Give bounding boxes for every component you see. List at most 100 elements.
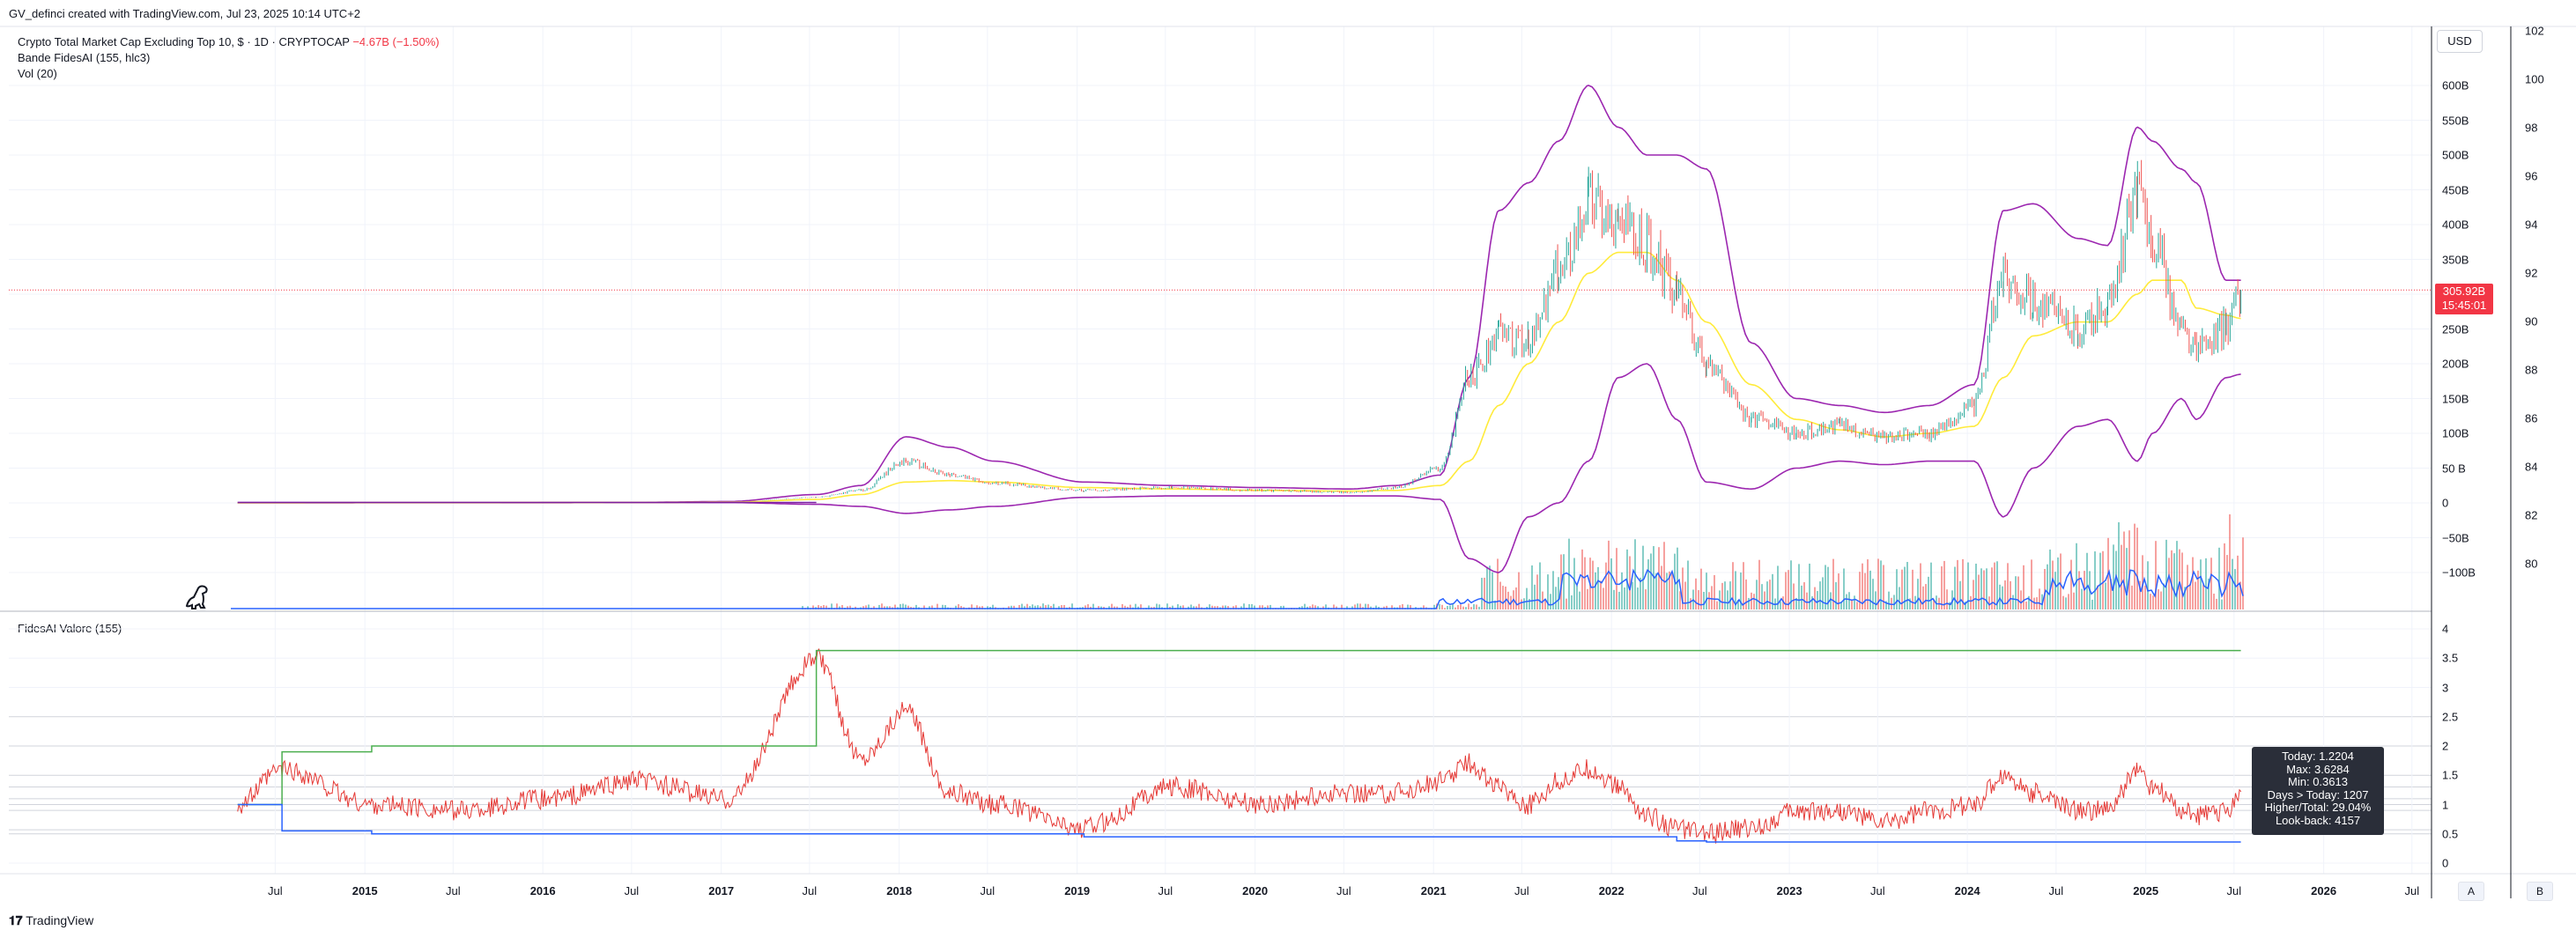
volume-bar (2197, 570, 2200, 609)
volume-bar (1029, 606, 1032, 609)
price-axis-label: 550B (2442, 114, 2469, 127)
time-axis-label: 2024 (1954, 884, 1980, 897)
volume-bar (2213, 594, 2216, 609)
volume-bar (1859, 572, 1862, 609)
stat-min: Min: 0.3613 (2288, 775, 2348, 788)
time-axis-label: 2023 (1776, 884, 1802, 897)
volume-bar (1991, 567, 1994, 609)
volume-bar (1267, 605, 1269, 609)
volume-bar (1970, 595, 1973, 609)
volume-bar (1032, 604, 1034, 609)
volume-bar (2017, 576, 2020, 609)
volume-bar (1460, 604, 1462, 609)
volume-bar (2160, 591, 2163, 609)
grid-lines (9, 26, 2432, 874)
current-price-value: 305.92B (2442, 284, 2486, 298)
volume-bar (1677, 547, 1679, 609)
currency-button[interactable]: USD (2437, 30, 2483, 53)
price-axis-label: −50B (2442, 531, 2469, 544)
price-axis-label: 200B (2442, 357, 2469, 371)
secondary-axis-label: 88 (2525, 363, 2538, 377)
volume-bar (1595, 572, 1597, 609)
volume-bar (831, 603, 833, 609)
volume-bar (1566, 598, 1568, 609)
volume-bar (2099, 552, 2102, 609)
volume-bar (1988, 596, 1991, 609)
volume-bar (1613, 589, 1616, 609)
volume-bar (2195, 581, 2197, 609)
volume-bar (1333, 604, 1336, 609)
volume-bar (1084, 605, 1087, 609)
volume-bar (1819, 581, 1822, 609)
volume-bar (1439, 603, 1441, 609)
volume-bar (2121, 544, 2123, 609)
volume-bar (1018, 605, 1021, 609)
volume-bar (1399, 605, 1402, 609)
volume-bar (2102, 550, 2105, 609)
volume-bar (2123, 531, 2126, 609)
volume-bar (1817, 591, 1819, 609)
volume-bar (1650, 553, 1653, 609)
indicator-legend-volume[interactable]: Vol (20) (18, 67, 57, 80)
volume-bar (1129, 604, 1132, 609)
volume-bar (1830, 592, 1832, 609)
volume-bar (1365, 603, 1367, 609)
volume-bar (1198, 603, 1201, 609)
volume-bar (1063, 604, 1066, 609)
volume-bar (1925, 584, 1928, 609)
volume-bar (2094, 551, 2097, 609)
price-axis-label: 0 (2442, 496, 2449, 510)
volume-bar (2028, 595, 2031, 609)
volume-bar (2165, 539, 2168, 609)
volume-bar (878, 604, 881, 609)
volume-bar (931, 605, 934, 609)
volume-bar (1843, 568, 1846, 609)
volume-bar (1232, 606, 1235, 609)
time-axis-label: Jul (446, 884, 461, 897)
volume-bar (1455, 607, 1457, 609)
log-scale-button[interactable]: B (2527, 882, 2553, 901)
footer-brand[interactable]: 𝟏𝟕 TradingView (9, 913, 93, 928)
volume-bar (1684, 581, 1687, 609)
volume-bar (1507, 591, 1510, 609)
time-axis-label: 2016 (529, 884, 556, 897)
volume-bar (2131, 585, 2134, 609)
volume-bar (1214, 606, 1217, 609)
volume-bar (1901, 569, 1904, 609)
indicator-legend-bands[interactable]: Bande FidesAI (155, hlc3) (18, 51, 151, 64)
volume-bar (1954, 566, 1957, 609)
volume-bar (1832, 558, 1835, 609)
volume-bar (1251, 603, 1254, 609)
volume-bar (1743, 562, 1745, 609)
secondary-axis-label: 86 (2525, 411, 2538, 425)
volume-bar (1772, 573, 1774, 609)
time-axis-label: 2019 (1064, 884, 1091, 897)
volume-bar (1996, 561, 1999, 609)
volume-bar (1108, 606, 1111, 609)
volume-bar (1357, 603, 1359, 609)
volume-ma-line (231, 568, 2244, 609)
volume-bar (1666, 572, 1669, 609)
volume-bar (1322, 606, 1325, 609)
volume-bar (1714, 575, 1716, 609)
volume-bar (1780, 601, 1782, 609)
volume-bar (1346, 606, 1349, 609)
volume-bar (2025, 602, 2028, 609)
volume-bar (1766, 581, 1769, 609)
volume-bar (981, 606, 984, 609)
volume-bar (1814, 587, 1817, 609)
volume-bar (873, 606, 876, 609)
volume-bar (1531, 565, 1534, 609)
volume-bar (1735, 571, 1737, 609)
volume-bar (1452, 603, 1455, 609)
time-axis-label: Jul (1514, 884, 1529, 897)
symbol-legend[interactable]: Crypto Total Market Cap Excluding Top 10… (18, 35, 440, 48)
volume-bar (1563, 554, 1566, 609)
volume-bar (1529, 599, 1531, 609)
volume-bar (2163, 583, 2165, 609)
auto-scale-button[interactable]: A (2458, 882, 2484, 901)
volume-bar (825, 605, 828, 609)
volume-bar (1518, 572, 1521, 609)
volume-bar (1473, 604, 1476, 609)
